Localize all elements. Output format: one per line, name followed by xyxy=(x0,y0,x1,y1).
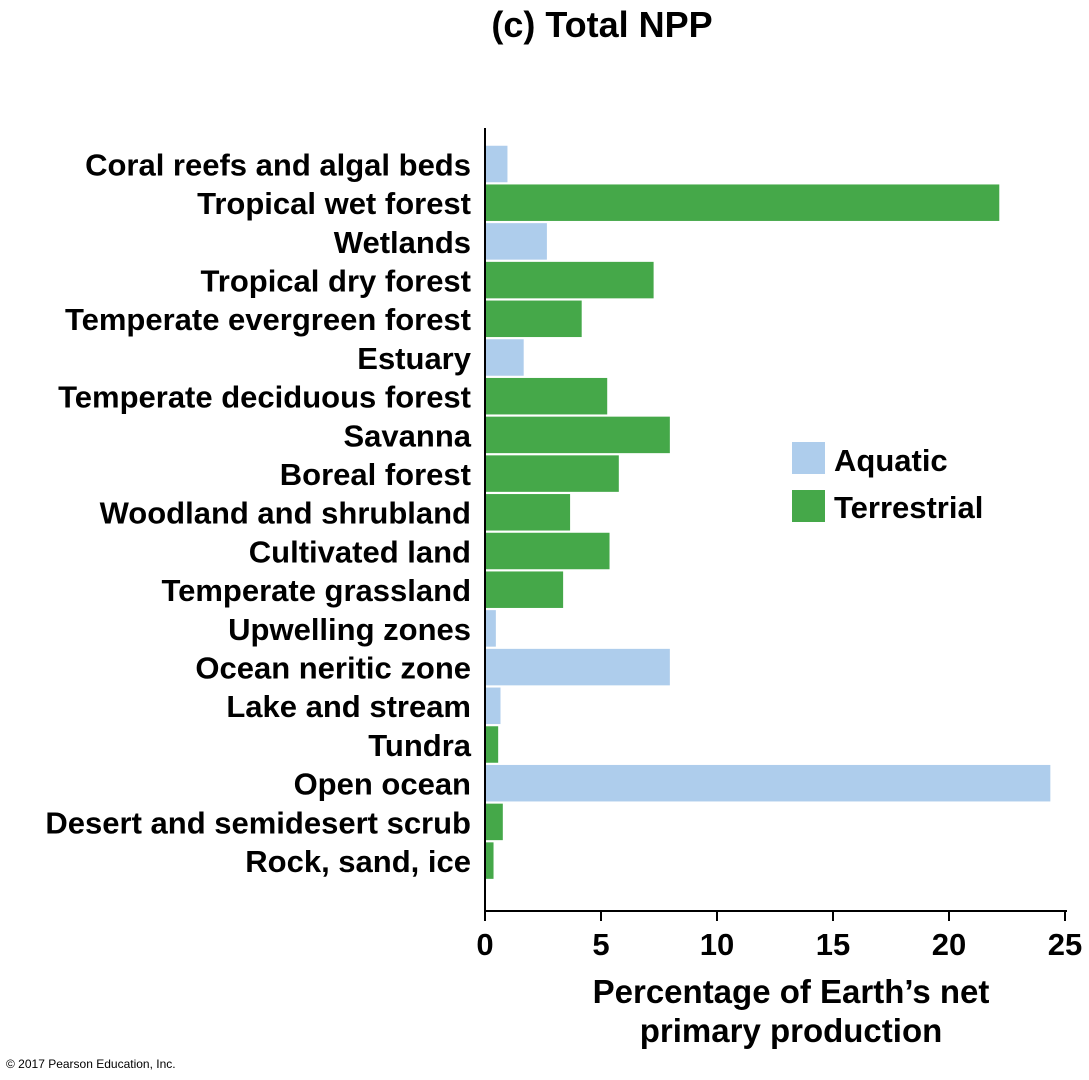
x-tick-label-25: 25 xyxy=(1048,927,1082,962)
legend-swatch-terrestrial xyxy=(792,490,825,522)
x-axis-title-line-2: primary production xyxy=(640,1012,943,1049)
category-label-lake-and-stream: Lake and stream xyxy=(226,689,471,724)
category-label-upwelling-zones: Upwelling zones xyxy=(228,612,471,647)
bar-tundra xyxy=(484,724,500,765)
legend-label-terrestrial: Terrestrial xyxy=(834,490,983,525)
bar-temperate-evergreen-forest xyxy=(484,299,584,339)
x-tick-label-10: 10 xyxy=(700,927,734,962)
bar-wetlands xyxy=(484,221,549,262)
category-label-temperate-grassland: Temperate grassland xyxy=(161,573,471,608)
bar-desert-and-semidesert-scrub xyxy=(484,802,505,842)
x-tick-label-5: 5 xyxy=(592,927,609,962)
category-label-rock-sand-ice: Rock, sand, ice xyxy=(245,844,471,879)
bar-upwelling-zones xyxy=(484,608,498,649)
x-axis-title-line-1: Percentage of Earth’s net xyxy=(593,973,990,1010)
bar-temperate-grassland xyxy=(484,569,565,610)
bar-rock-sand-ice xyxy=(484,840,496,881)
category-label-ocean-neritic-zone: Ocean neritic zone xyxy=(195,650,471,685)
bar-estuary xyxy=(484,337,526,378)
category-label-cultivated-land: Cultivated land xyxy=(249,534,471,569)
category-label-tropical-dry-forest: Tropical dry forest xyxy=(201,263,471,298)
legend-label-aquatic: Aquatic xyxy=(834,443,948,478)
category-label-wetlands: Wetlands xyxy=(334,225,471,260)
category-label-tropical-wet-forest: Tropical wet forest xyxy=(197,186,471,221)
bar-boreal-forest xyxy=(484,453,621,494)
bar-temperate-deciduous-forest xyxy=(484,376,609,416)
bar-tropical-dry-forest xyxy=(484,260,656,300)
chart-title: (c) Total NPP xyxy=(491,4,712,45)
legend: Aquatic Terrestrial xyxy=(792,442,983,525)
x-tick-label-15: 15 xyxy=(816,927,850,962)
bar-ocean-neritic-zone xyxy=(484,647,672,687)
bar-lake-and-stream xyxy=(484,686,502,726)
bar-cultivated-land xyxy=(484,531,612,571)
category-label-temperate-deciduous-forest: Temperate deciduous forest xyxy=(58,380,471,415)
category-labels: Coral reefs and algal beds Tropical wet f… xyxy=(45,147,471,879)
category-label-coral-reefs-and-algal-beds: Coral reefs and algal beds xyxy=(85,147,471,182)
x-tick-label-20: 20 xyxy=(932,927,966,962)
bar-woodland-and-shrubland xyxy=(484,492,572,533)
category-label-desert-and-semidesert-scrub: Desert and semidesert scrub xyxy=(45,805,471,840)
copyright-notice: © 2017 Pearson Education, Inc. xyxy=(6,1057,176,1071)
bar-tropical-wet-forest xyxy=(484,182,1001,223)
category-label-savanna: Savanna xyxy=(343,418,471,453)
bar-open-ocean xyxy=(484,763,1052,803)
category-label-estuary: Estuary xyxy=(357,341,471,376)
bars-group xyxy=(484,144,1052,881)
bar-savanna xyxy=(484,415,672,455)
bar-coral-reefs-and-algal-beds xyxy=(484,144,509,184)
category-label-boreal-forest: Boreal forest xyxy=(280,457,471,492)
legend-swatch-aquatic xyxy=(792,442,825,474)
category-label-tundra: Tundra xyxy=(368,728,472,763)
x-axis-ticks: 0 5 10 15 20 25 xyxy=(476,911,1082,962)
x-tick-label-0: 0 xyxy=(476,927,493,962)
category-label-temperate-evergreen-forest: Temperate evergreen forest xyxy=(65,302,471,337)
category-label-open-ocean: Open ocean xyxy=(294,767,471,802)
category-label-woodland-and-shrubland: Woodland and shrubland xyxy=(100,496,471,531)
